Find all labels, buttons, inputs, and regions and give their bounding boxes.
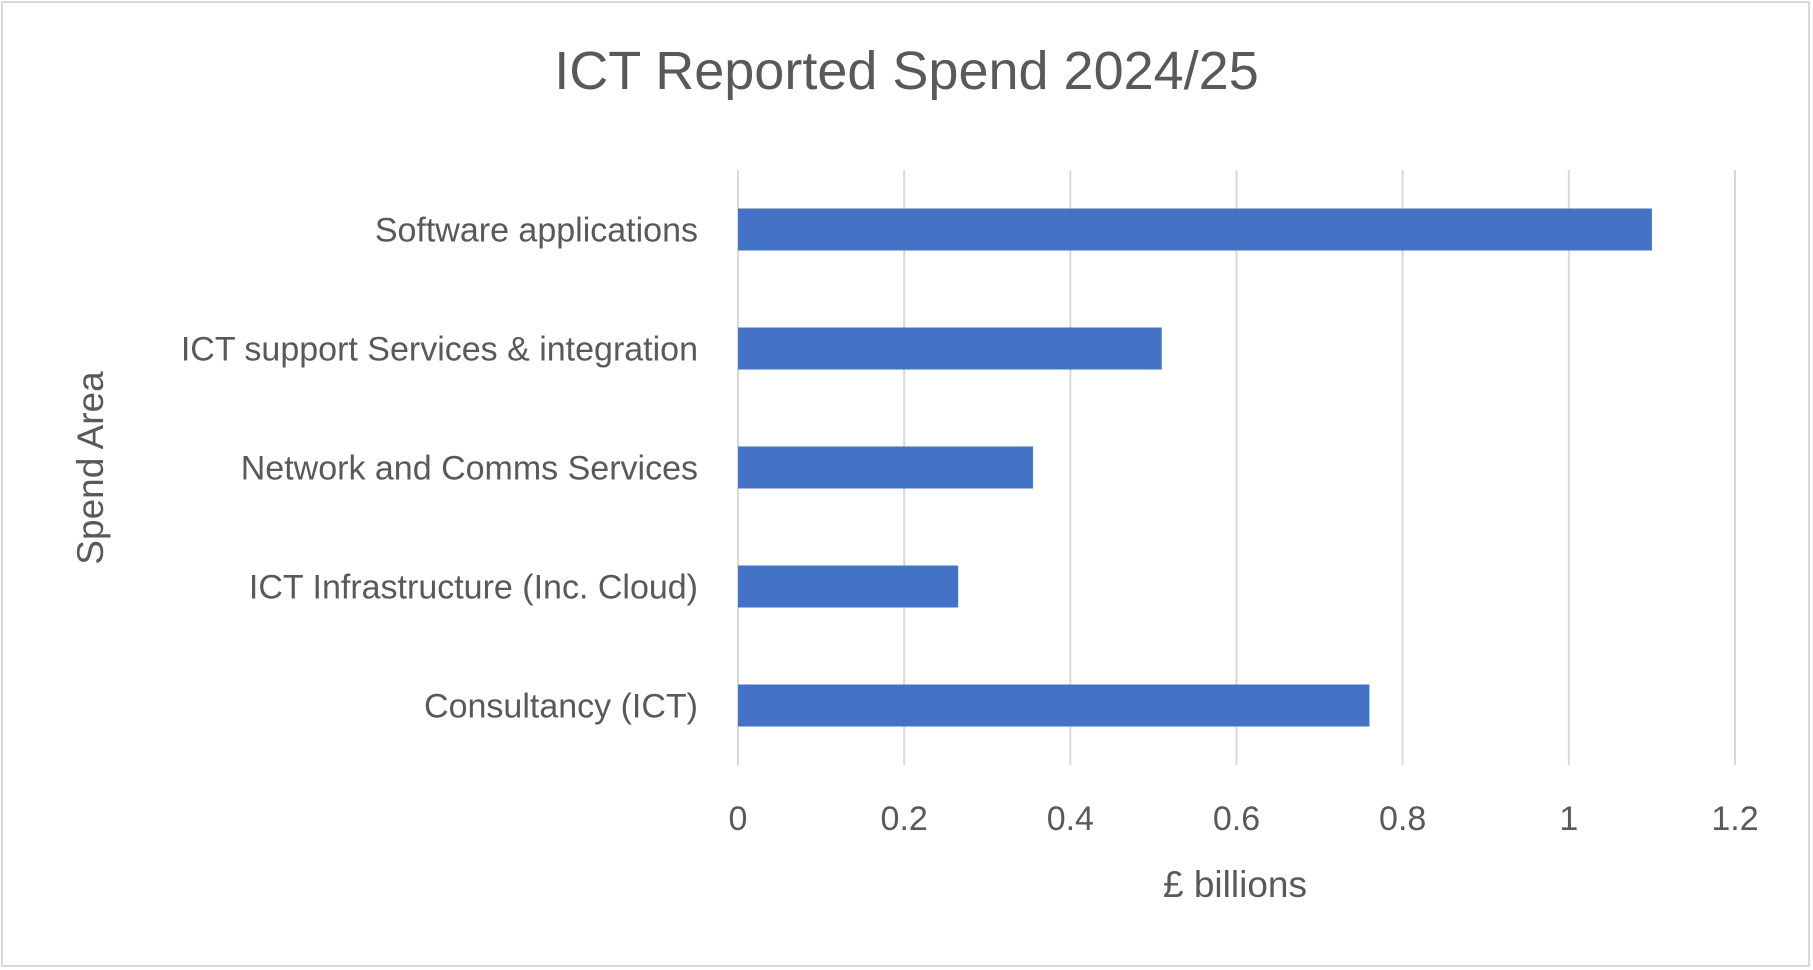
category-label: ICT Infrastructure (Inc. Cloud)	[249, 569, 698, 607]
gridlines	[737, 170, 1736, 765]
x-tick-label: 0.8	[1379, 800, 1426, 838]
bar	[738, 684, 1370, 727]
bar	[738, 565, 959, 608]
category-label: Consultancy (ICT)	[424, 688, 698, 726]
bars	[738, 208, 1652, 727]
chart-title: ICT Reported Spend 2024/25	[554, 41, 1259, 101]
x-tick-label: 0.6	[1213, 800, 1260, 838]
category-labels: Software applications ICT support Service…	[181, 212, 698, 726]
bar	[738, 327, 1162, 370]
bar	[738, 208, 1652, 251]
x-tick-label: 1	[1559, 800, 1578, 838]
category-label: Network and Comms Services	[241, 450, 698, 488]
x-tick-labels: 0 0.2 0.4 0.6 0.8 1 1.2	[729, 800, 1759, 838]
y-axis-title: Spend Area	[70, 371, 111, 565]
x-tick-label: 0.4	[1047, 800, 1094, 838]
category-label: Software applications	[375, 212, 698, 250]
x-tick-label: 1.2	[1711, 800, 1758, 838]
category-label: ICT support Services & integration	[181, 331, 698, 369]
x-tick-label: 0	[729, 800, 748, 838]
bar	[738, 446, 1033, 489]
x-tick-label: 0.2	[881, 800, 928, 838]
x-axis-title: £ billions	[1163, 864, 1307, 905]
